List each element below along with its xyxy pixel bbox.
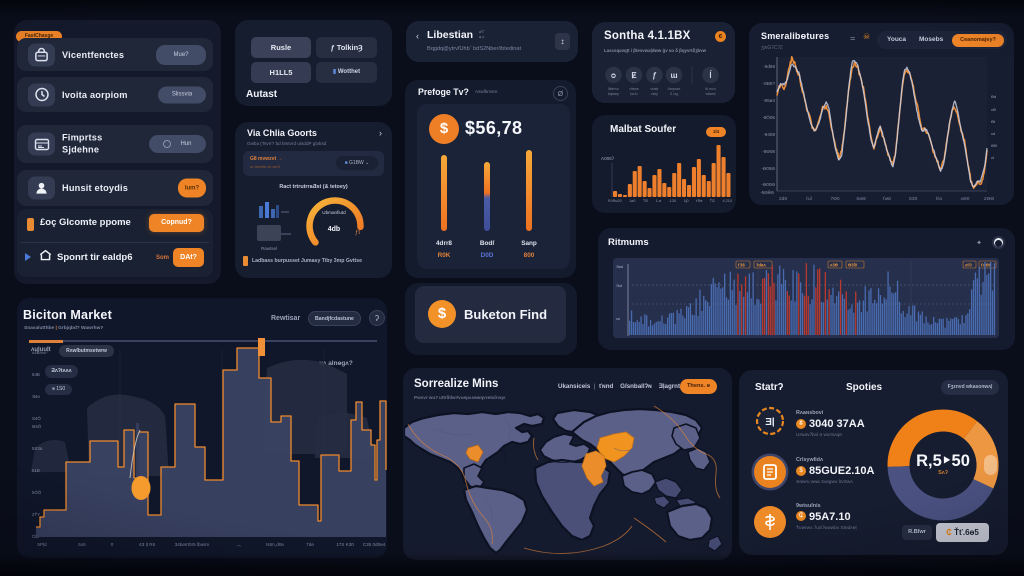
svg-text:34betrt0r5 ſbasm: 34betrt0r5 ſbasm: [175, 542, 210, 547]
svg-text:-9d98: -9d98: [763, 64, 775, 69]
svg-text:Ubmanfiutd: Ubmanfiutd: [322, 210, 346, 215]
svg-text:ʌd: ʌd: [991, 132, 995, 136]
svg-text:ʌt: ʌt: [991, 156, 995, 160]
svg-text:Ө3ſ0: Ө3ſ0: [848, 262, 858, 267]
svg-text:νttswe: νttswe: [629, 87, 639, 91]
svg-text:ťʍ8: ťʍ8: [883, 196, 891, 202]
svg-text:︿: ︿: [237, 542, 242, 547]
svg-text:wļtwwļ: wļtwwļ: [706, 92, 716, 96]
svg-text:ʔdөʌ: ʔdөʌ: [756, 262, 766, 267]
svg-text:ЅөӨ: ЅөӨ: [856, 196, 866, 202]
svg-text:2ŤY: 2ŤY: [32, 512, 40, 517]
svg-text:5Pļd: 5Pļd: [37, 542, 47, 547]
svg-text:4db: 4db: [328, 226, 340, 233]
svg-text:Ǝ4ө: Ǝ4ө: [32, 394, 40, 399]
svg-text:ʌ3Ө: ʌ3Ө: [830, 262, 839, 267]
svg-text:ʌtcțy: ʌtcțy: [651, 92, 658, 96]
svg-text:ӨӨ: ӨӨ: [991, 144, 997, 148]
svg-text:ť38: ť38: [738, 262, 745, 267]
svg-text:-Ө00Ө: -Ө00Ө: [761, 182, 775, 187]
svg-text:-8Ө08: -8Ө08: [762, 149, 775, 154]
svg-text:ƒ: ƒ: [652, 71, 657, 80]
svg-text:ſttbmvu: ſttbmvu: [608, 87, 619, 91]
svg-text:51B: 51B: [32, 468, 40, 473]
svg-text:ķw1ʖ: ķw1ʖ: [630, 92, 638, 96]
svg-text:-5ӨθӨ: -5ӨθӨ: [760, 190, 774, 195]
svg-text:ſttˌmvu: ſttˌmvu: [705, 87, 715, 91]
svg-text:Ѕ30: Ѕ30: [909, 196, 918, 202]
svg-text:5ŌŌ: 5ŌŌ: [32, 490, 42, 495]
svg-text:ᴑ: ᴑ: [611, 71, 616, 80]
svg-text:▲: ▲: [359, 214, 364, 220]
svg-text:ķqſaarp: ķqſaarp: [608, 92, 619, 96]
svg-text:5x5: 5x5: [78, 542, 86, 547]
svg-text:-9408: -9408: [763, 132, 775, 137]
svg-text:C35 0d0ө4: C35 0d0ө4: [363, 542, 386, 547]
svg-text:Өd: Өd: [991, 95, 996, 99]
svg-text:4Ǝ ļt R6: 4Ǝ ļt R6: [139, 542, 156, 547]
svg-text:ʌť0: ʌť0: [965, 262, 972, 267]
svg-text:-95ø4: -95ø4: [763, 98, 775, 103]
svg-text:tstmˍd0e: tstmˍd0e: [266, 542, 284, 547]
svg-text:Ө4Ō: Ө4Ō: [32, 424, 42, 429]
svg-text:17S K30: 17S K30: [336, 542, 354, 547]
svg-text:Ѕ.ʖʐʐ: Ѕ.ʖʐʐ: [670, 92, 679, 96]
svg-text:ʌ4Bʌʌʌ: ʌ4Bʌʌʌ: [32, 350, 47, 355]
svg-text:ʎwqvswr: ʎwqvswr: [668, 87, 682, 91]
svg-text:-9Ŏ05: -9Ŏ05: [762, 114, 775, 120]
svg-text:5Ѕ3a: 5Ѕ3a: [32, 446, 43, 451]
svg-text:Ѕ4Ō: Ѕ4Ō: [32, 416, 41, 421]
svg-text:ɯ: ɯ: [670, 71, 677, 80]
svg-text:Ɨťa: Ɨťa: [936, 196, 942, 202]
svg-text:Ǝut: Ǝut: [616, 283, 623, 288]
svg-text:ƒt: ƒt: [355, 230, 360, 236]
svg-text:Ɇ: Ɇ: [631, 71, 637, 80]
svg-text:ʌӨ: ʌӨ: [991, 108, 996, 112]
svg-text:Өt: Өt: [991, 120, 996, 124]
svg-text:-8B9?: -8B9?: [763, 81, 776, 86]
svg-text:0: 0: [111, 542, 114, 547]
svg-text:ʌʋ: ʌʋ: [616, 316, 620, 321]
svg-text:ťuſ: ťuſ: [806, 196, 812, 202]
svg-text:2ӨӨ: 2ӨӨ: [984, 196, 994, 202]
svg-text:-Ө05Ө: -Ө05Ө: [761, 166, 775, 171]
svg-text:7Ө0: 7Ө0: [830, 196, 839, 202]
svg-text:Ǝad: Ǝad: [616, 264, 623, 269]
svg-text:ʌӨ0: ʌӨ0: [961, 196, 970, 202]
svg-text:7dө: 7dө: [306, 542, 314, 547]
svg-text:54B: 54B: [32, 372, 40, 377]
svg-text:νtwțtr: νtwțtr: [650, 87, 659, 91]
svg-text:2d8: 2d8: [779, 196, 787, 202]
svg-text:Rawtsel: Rawtsel: [261, 246, 277, 251]
